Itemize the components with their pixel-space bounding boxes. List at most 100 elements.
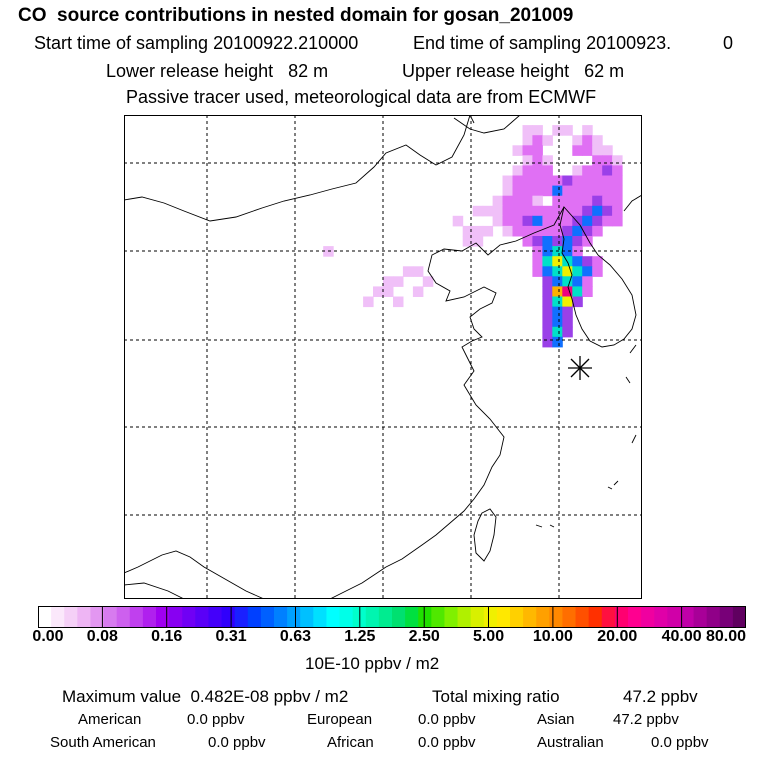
plume-cell bbox=[542, 306, 553, 318]
plume-cell bbox=[532, 185, 543, 197]
plume-cell bbox=[612, 205, 623, 217]
colorbar-cell bbox=[732, 606, 746, 628]
plume-cell bbox=[602, 205, 613, 217]
region-name: Asian bbox=[537, 711, 575, 728]
plume-cell bbox=[592, 185, 603, 197]
plume-cell bbox=[582, 165, 593, 176]
plume-cell bbox=[552, 256, 563, 267]
plume-cell bbox=[572, 236, 583, 247]
colorbar-cell bbox=[116, 606, 131, 628]
colorbar-cell bbox=[523, 606, 537, 628]
plume-cell bbox=[532, 135, 543, 146]
plume-cell bbox=[542, 185, 553, 197]
colorbar-cell bbox=[378, 606, 393, 628]
border-southwest bbox=[124, 550, 265, 599]
plume-cell bbox=[582, 286, 593, 297]
region-name: Australian bbox=[537, 734, 604, 751]
map-frame bbox=[124, 115, 642, 599]
plume-cell bbox=[612, 215, 623, 227]
plume-cell bbox=[512, 145, 523, 156]
colorbar-cell bbox=[549, 606, 564, 628]
plume-cell bbox=[552, 336, 563, 348]
colorbar-tick-label: 0.16 bbox=[151, 628, 183, 645]
plume-cell bbox=[582, 205, 593, 217]
colorbar-tick-label: 20.00 bbox=[597, 628, 638, 645]
region-name: European bbox=[307, 711, 373, 728]
plume-cell bbox=[572, 205, 583, 217]
colorbar-tick-label: 0.63 bbox=[279, 628, 312, 645]
coastline-layer bbox=[124, 115, 642, 599]
plume-cell bbox=[612, 155, 623, 166]
lat-lon-grid bbox=[124, 115, 642, 599]
plume-cell bbox=[562, 286, 573, 297]
coastline-japan bbox=[607, 344, 637, 490]
colorbar-cell bbox=[628, 606, 642, 628]
plume-cell bbox=[522, 175, 533, 187]
plume-cell bbox=[542, 286, 553, 297]
plume-cell bbox=[582, 215, 593, 227]
plume-cell bbox=[512, 185, 523, 197]
plume-cell bbox=[602, 155, 613, 166]
plume-cell bbox=[562, 215, 573, 227]
plume-cell bbox=[582, 175, 593, 187]
colorbar-cell bbox=[300, 606, 314, 628]
plume-cell bbox=[393, 296, 404, 308]
plume-cell bbox=[542, 276, 553, 287]
colorbar-cell bbox=[182, 606, 196, 628]
plume-cell bbox=[592, 175, 603, 187]
colorbar-cell bbox=[693, 606, 708, 628]
colorbar-cell bbox=[536, 606, 550, 628]
plume-cell bbox=[512, 195, 523, 207]
plume-cell bbox=[562, 246, 573, 257]
plume-cell bbox=[572, 175, 583, 187]
plume-cell bbox=[452, 215, 464, 227]
plume-cell bbox=[522, 225, 533, 237]
colorbar-cell bbox=[470, 606, 485, 628]
colorbar-cell bbox=[392, 606, 406, 628]
plume-cell bbox=[542, 215, 553, 227]
plume-cell bbox=[592, 205, 603, 217]
plume-cell bbox=[522, 165, 533, 176]
plume-cell bbox=[522, 155, 533, 166]
plume-cell bbox=[522, 205, 533, 217]
colorbar-units: 10E-10 ppbv / m2 bbox=[305, 654, 440, 673]
plume-cell bbox=[572, 145, 583, 156]
total-mixing-value: 47.2 ppbv bbox=[623, 687, 698, 706]
region-value: 47.2 ppbv bbox=[613, 711, 679, 728]
plume-cell bbox=[512, 205, 523, 217]
coastline-islands bbox=[535, 524, 555, 528]
plume-cell bbox=[602, 215, 613, 227]
colorbar-cell bbox=[313, 606, 328, 628]
colorbar-cell bbox=[444, 606, 459, 628]
end-time-value: 0 bbox=[723, 33, 734, 53]
plume-cell bbox=[552, 185, 563, 197]
plume-cell bbox=[572, 225, 583, 237]
plume-cell bbox=[552, 175, 563, 187]
plume-cell bbox=[602, 185, 613, 197]
plume-cell bbox=[542, 155, 553, 166]
plume-cell bbox=[572, 195, 583, 207]
plume-cell bbox=[552, 215, 563, 227]
plume-cell bbox=[532, 205, 543, 217]
plume-cell bbox=[582, 256, 593, 267]
plume-cell bbox=[502, 185, 513, 197]
plume-cell bbox=[402, 266, 414, 277]
plume-cell bbox=[562, 195, 573, 207]
plume-cell bbox=[502, 225, 513, 237]
plume-cell bbox=[512, 225, 523, 237]
plume-cell bbox=[502, 215, 513, 227]
plume-cell bbox=[582, 195, 593, 207]
plume-cell bbox=[512, 175, 523, 187]
lower-release-height: Lower release height 82 m bbox=[106, 61, 329, 81]
page-title: CO source contributions in nested domain… bbox=[18, 5, 574, 26]
colorbar-cell bbox=[77, 606, 92, 628]
plume-cell bbox=[492, 195, 504, 207]
colorbar-tick-label: 40.00 bbox=[661, 628, 702, 645]
plume-cell bbox=[582, 266, 593, 277]
plume-cell bbox=[582, 225, 593, 237]
plume-cell bbox=[532, 155, 543, 166]
plume-cell bbox=[552, 125, 563, 136]
plume-cell bbox=[562, 266, 573, 277]
region-value: 0.0 ppbv bbox=[418, 711, 476, 728]
colorbar-cell bbox=[64, 606, 78, 628]
